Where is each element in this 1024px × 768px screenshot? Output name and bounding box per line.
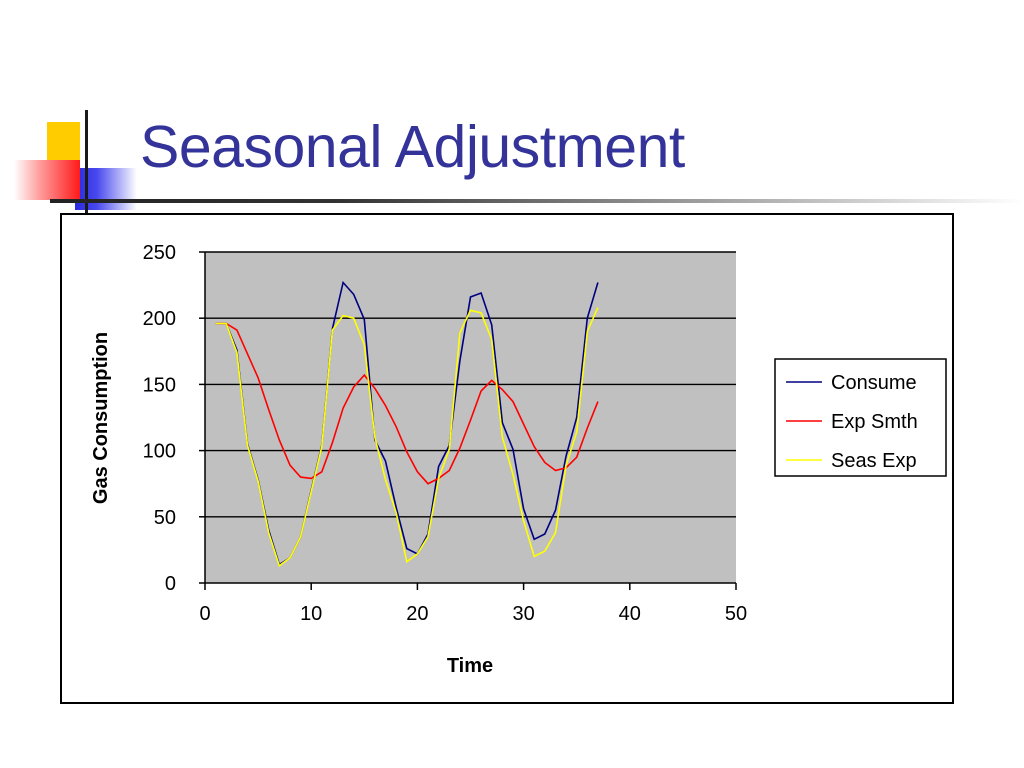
x-tick-label: 20 [406, 603, 428, 625]
y-tick-label: 0 [165, 573, 176, 595]
series-lines [215, 280, 599, 568]
plot-area [205, 252, 736, 583]
y-tick-label: 150 [143, 374, 176, 396]
legend-box [774, 358, 947, 477]
y-tick-label: 250 [143, 242, 176, 264]
decor-horizontal-rule [50, 199, 1024, 203]
y-tick-label: 50 [154, 507, 176, 529]
line-chart: 0 50 100 150 200 250 0 10 20 30 40 50 Time Gas Cons… [90, 242, 947, 677]
decor-vertical-line [85, 110, 88, 218]
y-tick-label: 200 [143, 308, 176, 330]
chart-frame: 0 50 100 150 200 250 0 10 20 30 40 50 Time Gas Cons… [60, 213, 954, 704]
decor-red-square [14, 160, 80, 200]
y-tick-label: 100 [143, 441, 176, 463]
x-tick-label: 40 [619, 603, 641, 625]
legend: Consume Exp Smth Seas Exp [774, 358, 947, 477]
slide-title: Seasonal Adjustment [140, 114, 685, 180]
series-line-seas-exp [215, 307, 599, 568]
x-tick-label: 50 [725, 603, 747, 625]
x-axis-title: Time [447, 655, 493, 677]
series-line-exp-smth [215, 322, 599, 485]
x-tick-label: 0 [199, 603, 210, 625]
x-tick-label: 10 [300, 603, 322, 625]
legend-label-consume: Consume [831, 372, 917, 394]
y-axis-title: Gas Consumption [90, 332, 112, 504]
x-tick-label: 30 [512, 603, 534, 625]
legend-label-exp-smth: Exp Smth [831, 411, 918, 433]
axes: 0 50 100 150 200 250 0 10 20 30 40 50 [143, 242, 748, 625]
grid-lines [205, 251, 736, 518]
legend-label-seas-exp: Seas Exp [831, 450, 917, 472]
